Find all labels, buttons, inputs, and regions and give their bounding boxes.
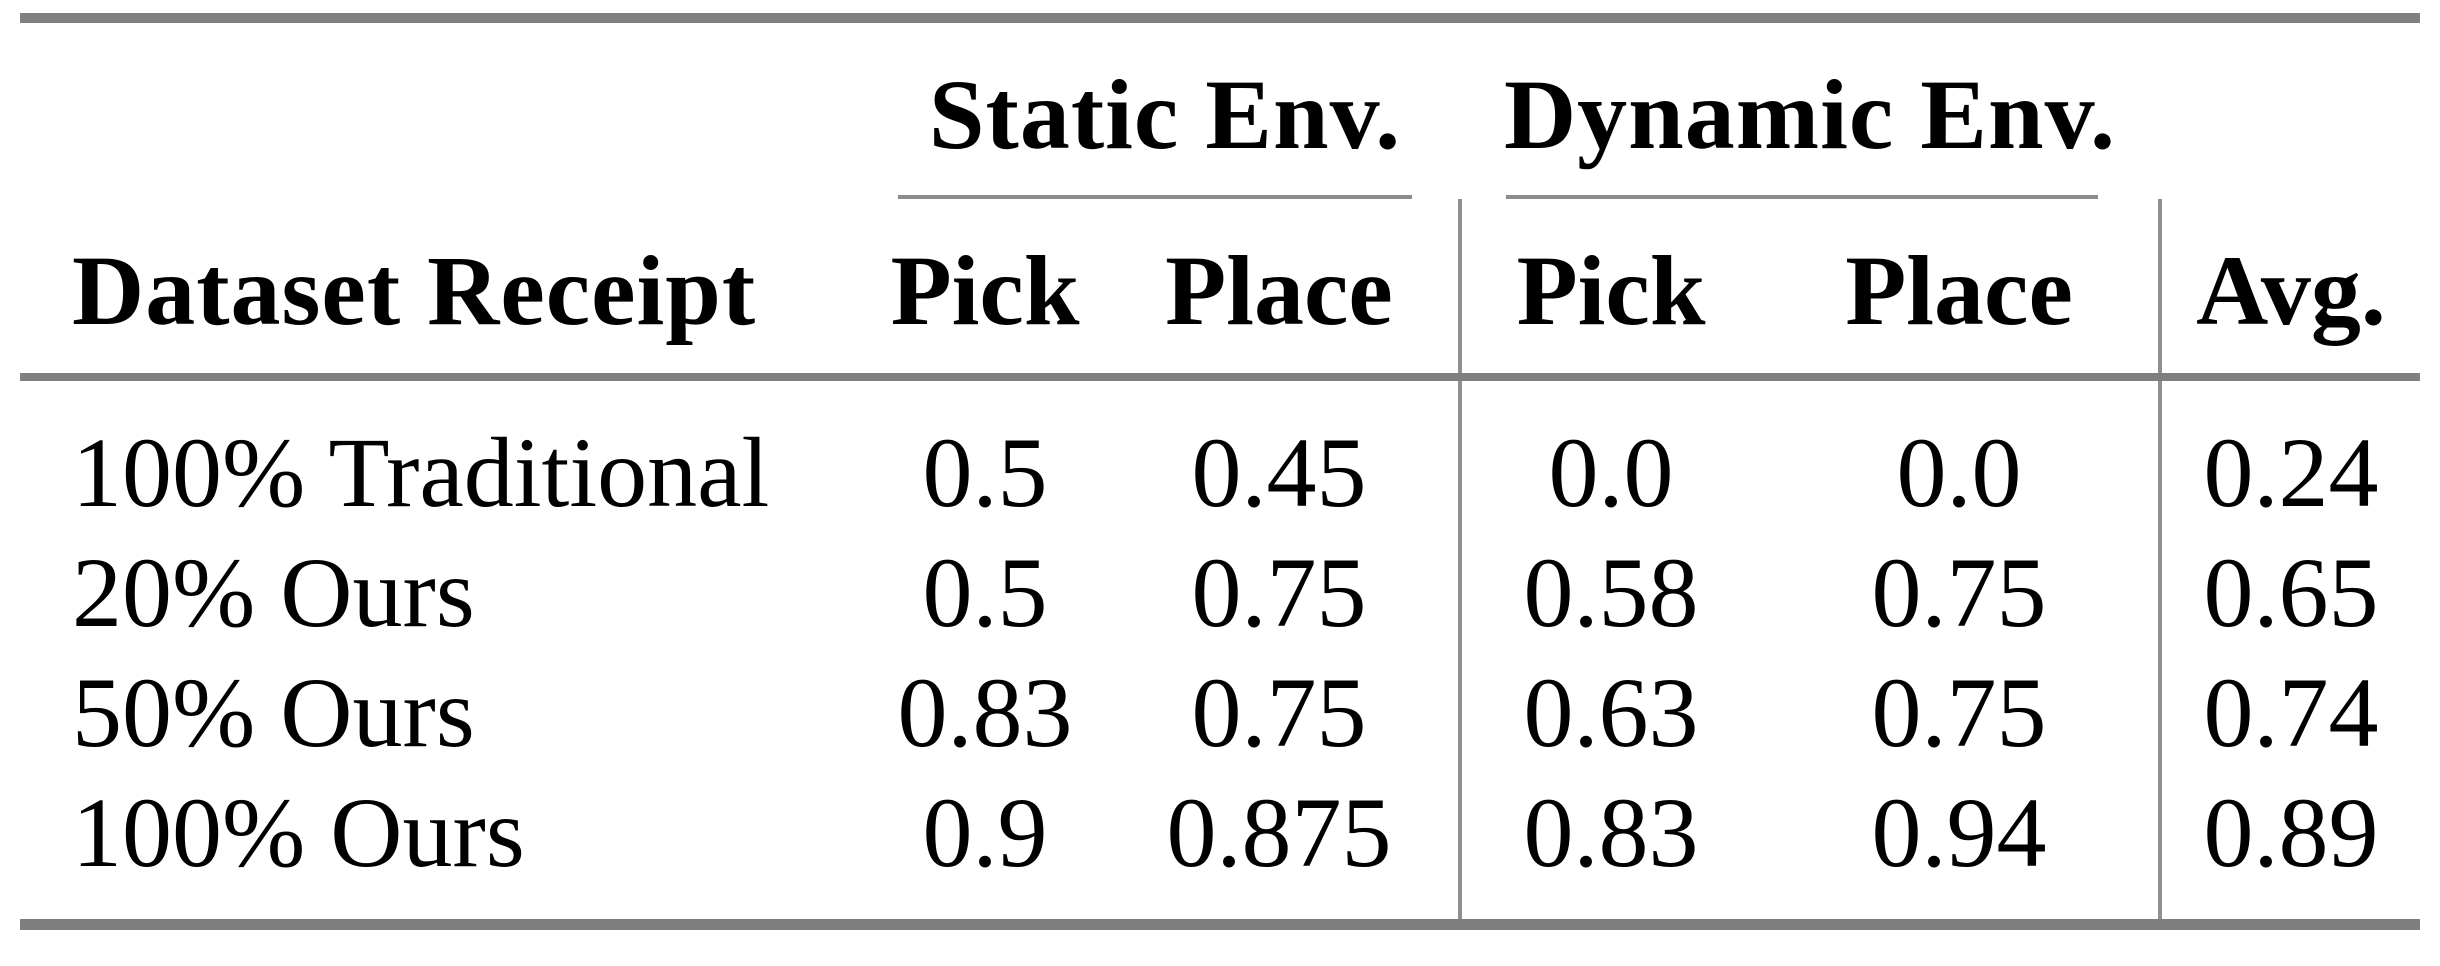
- cell-dynamic-place: 0.75: [1871, 657, 2047, 768]
- cell-static-place: 0.75: [1191, 537, 1367, 648]
- column-header-static-pick: Pick: [870, 199, 1100, 381]
- table-row-20-ours: 20% Ours 0.5 0.75 0.58 0.75 0.65: [20, 533, 2421, 653]
- cell-static-pick: 0.5: [922, 417, 1048, 528]
- cmidrule-dynamic: [1506, 195, 2099, 199]
- cell-static-pick: 0.83: [897, 657, 1073, 768]
- cell-dynamic-pick: 0.63: [1458, 653, 1760, 773]
- row-label: 20% Ours: [72, 537, 475, 648]
- column-header-row: Dataset Receipt Pick Place Pick Place Av…: [20, 199, 2421, 381]
- cell-static-pick: 0.5: [922, 537, 1048, 648]
- row-label: 50% Ours: [72, 657, 475, 768]
- group-header-static-cell: Static Env.: [870, 18, 1460, 199]
- column-header-dataset-receipt: Dataset Receipt: [20, 199, 870, 381]
- cell-dynamic-place: 0.94: [1871, 777, 2047, 888]
- cell-dynamic-pick: 0.58: [1458, 533, 1760, 653]
- paper-table-figure: Static Env. Dynamic Env. Dataset Receipt…: [20, 13, 2421, 930]
- cell-static-place: 0.45: [1191, 417, 1367, 528]
- group-header-static-env: Static Env.: [928, 59, 1402, 170]
- row-label: 100% Ours: [72, 777, 525, 888]
- group-header-row: Static Env. Dynamic Env.: [20, 18, 2420, 199]
- cell-avg: 0.89: [2158, 773, 2421, 925]
- table-row-50-ours: 50% Ours 0.83 0.75 0.63 0.75 0.74: [20, 653, 2421, 773]
- row-label: 100% Traditional: [72, 417, 770, 528]
- cell-avg: 0.74: [2158, 653, 2421, 773]
- cell-dynamic-pick: 0.83: [1458, 773, 1760, 925]
- group-header-dynamic-cell: Dynamic Env.: [1460, 18, 2160, 199]
- group-header-spacer-right: [2160, 18, 2420, 199]
- cell-static-place: 0.75: [1191, 657, 1367, 768]
- group-header-spacer-left: [20, 18, 870, 199]
- table-row-100-ours: 100% Ours 0.9 0.875 0.83 0.94 0.89: [20, 773, 2421, 925]
- column-header-static-place: Place: [1100, 199, 1460, 381]
- cell-dynamic-place: 0.0: [1896, 417, 2022, 528]
- cell-dynamic-place: 0.75: [1871, 537, 2047, 648]
- cmidrule-static: [898, 195, 1412, 199]
- cell-avg: 0.24: [2158, 377, 2421, 533]
- cell-avg: 0.65: [2158, 533, 2421, 653]
- column-header-dynamic-place: Place: [1760, 199, 2161, 381]
- cell-dynamic-pick: 0.0: [1458, 377, 1760, 533]
- results-table: Static Env. Dynamic Env. Dataset Receipt…: [20, 13, 2421, 930]
- column-header-avg: Avg.: [2158, 199, 2421, 381]
- cell-static-place: 0.875: [1166, 777, 1392, 888]
- cell-static-pick: 0.9: [922, 777, 1048, 888]
- group-header-dynamic-env: Dynamic Env.: [1503, 59, 2117, 170]
- column-header-dynamic-pick: Pick: [1458, 199, 1760, 381]
- table-row-100-traditional: 100% Traditional 0.5 0.45 0.0 0.0 0.24: [20, 377, 2421, 533]
